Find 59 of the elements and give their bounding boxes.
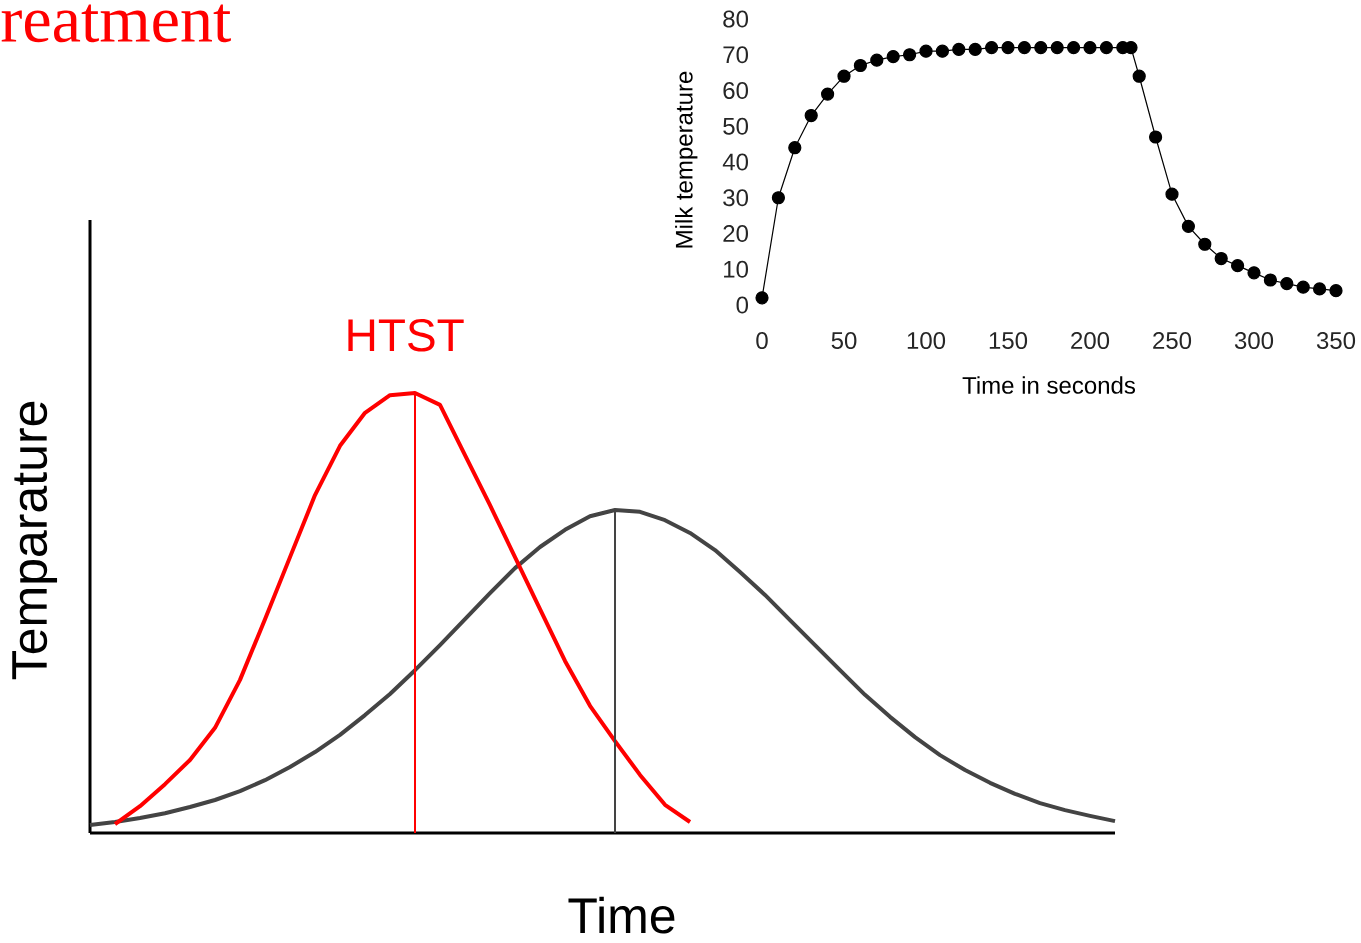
point <box>968 42 982 56</box>
x-tick-label: 50 <box>831 332 857 350</box>
point <box>935 44 949 58</box>
y-axis-title: Milk temperature <box>675 71 698 248</box>
point <box>903 48 917 62</box>
point <box>1083 41 1097 55</box>
point <box>1165 187 1179 201</box>
y-tick-label: 50 <box>723 117 749 135</box>
point <box>1124 41 1138 55</box>
y-tick-label: 30 <box>723 189 749 207</box>
point <box>1280 276 1294 291</box>
x-tick-label: 350 <box>1316 332 1356 350</box>
point <box>755 291 769 305</box>
point <box>821 87 835 101</box>
point <box>1313 282 1327 296</box>
point <box>1247 266 1261 280</box>
point <box>1329 284 1343 298</box>
point <box>919 44 933 58</box>
y-tick-label: 60 <box>723 82 749 99</box>
point <box>1001 41 1015 55</box>
y-tick-label: 80 <box>723 10 749 28</box>
point <box>985 41 999 55</box>
point <box>1231 259 1245 273</box>
x-tick-label: 150 <box>989 332 1028 350</box>
point <box>952 42 966 56</box>
point <box>1149 130 1163 144</box>
point <box>837 69 851 83</box>
point <box>1263 273 1277 287</box>
point <box>788 141 802 155</box>
y-tick-label: 10 <box>724 260 749 278</box>
x-axis-title: Time <box>568 896 675 934</box>
point <box>1198 237 1212 251</box>
point <box>853 58 867 73</box>
x-tick-label: 200 <box>1071 332 1110 350</box>
text: HTST <box>348 318 464 352</box>
x-axis-title: Time in seconds <box>962 376 1136 394</box>
y-tick-label: 20 <box>723 225 749 242</box>
y-tick-label: 70 <box>723 46 749 64</box>
point <box>886 49 900 64</box>
y-axis-title: Temparature <box>12 401 58 680</box>
point <box>1296 280 1310 294</box>
point <box>804 108 818 123</box>
x-tick-label: 250 <box>1153 332 1192 350</box>
x-tick-label: 0 <box>756 332 768 350</box>
point <box>1099 41 1113 55</box>
point <box>1067 41 1081 55</box>
point <box>1034 41 1048 55</box>
point <box>771 191 785 205</box>
chart-title: reatment <box>1 4 231 43</box>
point <box>1214 251 1228 266</box>
point <box>1132 69 1146 83</box>
point <box>1017 41 1031 55</box>
point <box>1181 219 1195 233</box>
x-tick-label: 100 <box>907 332 946 350</box>
point <box>1050 41 1064 55</box>
point <box>870 53 884 67</box>
y-tick-label: 0 <box>736 296 749 314</box>
x-tick-label: 300 <box>1234 332 1274 350</box>
y-tick-label: 40 <box>722 153 749 171</box>
